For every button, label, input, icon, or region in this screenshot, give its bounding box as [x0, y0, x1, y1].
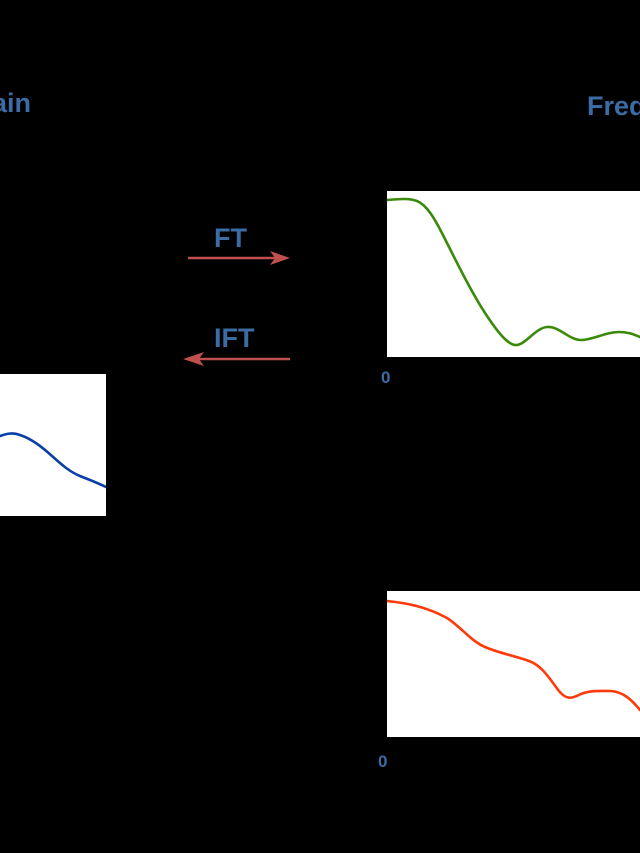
left-arrow-icon	[183, 352, 290, 366]
ift-label: IFT	[214, 323, 255, 353]
time-signal-plot	[0, 374, 106, 516]
green-curve	[387, 197, 640, 347]
orange-curve	[387, 599, 640, 712]
frequency-spectrum-plot-bottom	[387, 591, 640, 737]
time-domain-title: ain	[0, 88, 32, 118]
right-arrow-icon	[188, 251, 290, 265]
origin-label-top: 0	[381, 368, 391, 387]
blue-curve	[0, 432, 106, 489]
ft-label: FT	[214, 223, 247, 253]
frequency-spectrum-plot-top	[387, 191, 640, 357]
origin-label-bottom: 0	[378, 752, 388, 771]
frequency-domain-title: Freq	[587, 91, 640, 121]
